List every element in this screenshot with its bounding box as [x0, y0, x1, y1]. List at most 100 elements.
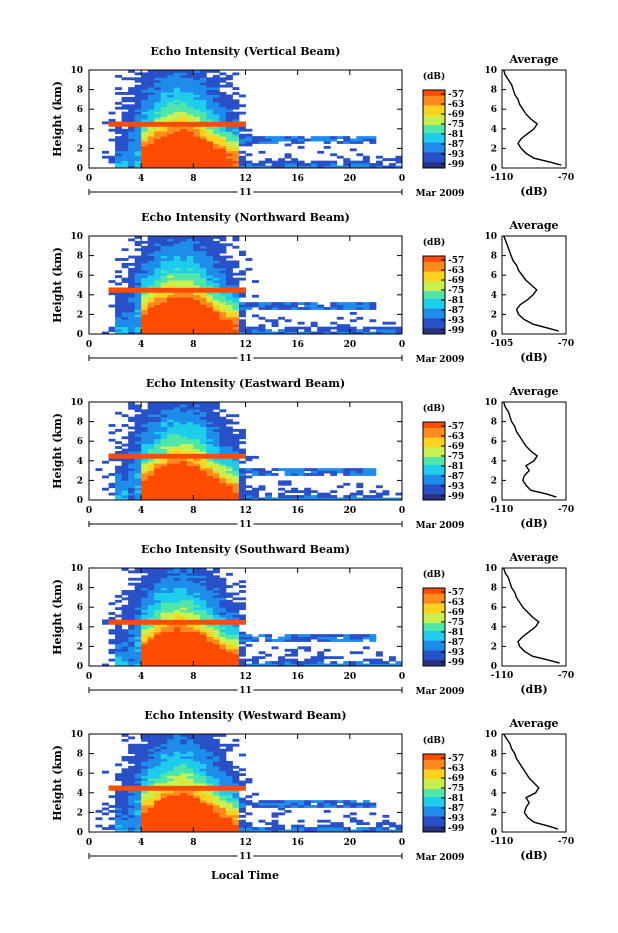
colorbar-tick-label: -93: [448, 150, 464, 160]
colorbar-band: [423, 154, 445, 157]
date-label: Mar 2009: [416, 853, 465, 863]
colorbar-band: [423, 630, 445, 634]
colorbar-band: [423, 617, 445, 620]
colorbar-tick-label: -87: [448, 804, 464, 814]
colorbar-tick-label: -63: [448, 598, 464, 608]
date-label-bg: [237, 354, 254, 362]
profile-y-tick-label: 2: [491, 642, 497, 652]
x-tick-label: 4: [138, 506, 144, 516]
y-tick-label: 6: [77, 271, 83, 281]
colorbar-band: [423, 812, 445, 815]
colorbar-band: [423, 439, 445, 442]
colorbar-band: [423, 263, 445, 267]
x-tick-label: 0: [86, 340, 92, 350]
colorbar-band: [423, 496, 445, 499]
colorbar-band: [423, 302, 445, 306]
colorbar-band: [423, 423, 445, 427]
colorbar-band: [423, 468, 445, 472]
colorbar-band: [423, 773, 445, 776]
colorbar-band: [423, 783, 445, 786]
colorbar-tick-label: -63: [448, 266, 464, 276]
colorbar-band: [423, 93, 445, 97]
profile-y-tick-label: 10: [484, 398, 497, 408]
date-label-bg: [237, 686, 254, 694]
profile-title: Average: [508, 717, 558, 730]
colorbar-band: [423, 824, 445, 827]
colorbar-band: [423, 462, 445, 466]
profile-y-tick-label: 2: [491, 808, 497, 818]
x-tick-label: 12: [239, 672, 252, 682]
colorbar-tick-label: -93: [448, 648, 464, 658]
colorbar-band: [423, 265, 445, 269]
colorbar-label: (dB): [423, 569, 445, 580]
colorbar-band: [423, 431, 445, 435]
colorbar-band: [423, 634, 445, 638]
colorbar-tick-label: -57: [448, 90, 464, 100]
colorbar-band: [423, 820, 445, 823]
y-tick-label: 2: [77, 310, 83, 320]
colorbar-band: [423, 603, 445, 607]
colorbar-band: [423, 427, 445, 431]
colorbar-band: [423, 800, 445, 804]
colorbar-band: [423, 818, 445, 821]
colorbar-band: [423, 285, 445, 288]
colorbar-band: [423, 152, 445, 155]
profile-x-label: (dB): [520, 185, 547, 198]
colorbar-band: [423, 142, 445, 146]
colorbar-label: (dB): [423, 71, 445, 82]
colorbar-band: [423, 443, 445, 446]
colorbar-band: [423, 650, 445, 653]
day-label: 11: [239, 520, 252, 530]
colorbar-band: [423, 326, 445, 329]
colorbar-tick-label: -99: [448, 326, 464, 336]
colorbar-tick-label: -75: [448, 452, 464, 462]
x-tick-label: 4: [138, 838, 144, 848]
colorbar-tick-label: -99: [448, 824, 464, 834]
colorbar-band: [423, 296, 445, 300]
colorbar-band: [423, 140, 445, 144]
colorbar-band: [423, 320, 445, 323]
panel-title: Echo Intensity (Vertical Beam): [150, 45, 340, 58]
x-tick-label: 20: [344, 506, 357, 516]
colorbar-band: [423, 271, 445, 275]
colorbar-band: [423, 90, 445, 93]
colorbar-band: [423, 256, 445, 259]
date-label: Mar 2009: [416, 687, 465, 697]
profile-title: Average: [508, 219, 558, 232]
colorbar-band: [423, 802, 445, 806]
colorbar-tick-label: -99: [448, 658, 464, 668]
colorbar-tick-label: -69: [448, 442, 464, 452]
colorbar-tick-label: -69: [448, 110, 464, 120]
colorbar-band: [423, 656, 445, 659]
profile-y-tick-label: 4: [491, 125, 497, 135]
y-tick-label: 10: [70, 730, 83, 740]
heatmap-cells: [95, 734, 403, 833]
colorbar-band: [423, 754, 445, 757]
colorbar-band: [423, 447, 445, 450]
profile-x-label: (dB): [520, 517, 547, 530]
day-label: 11: [239, 686, 252, 696]
colorbar-band: [423, 609, 445, 612]
colorbar-band: [423, 324, 445, 327]
colorbar-band: [423, 599, 445, 603]
x-tick-label: 16: [291, 838, 304, 848]
panel-title: Echo Intensity (Westward Beam): [144, 709, 346, 722]
x-tick-label: 0: [86, 672, 92, 682]
x-tick-label: 12: [239, 838, 252, 848]
colorbar-label: (dB): [423, 237, 445, 248]
colorbar-band: [423, 322, 445, 325]
colorbar-band: [423, 498, 445, 501]
colorbar-band: [423, 156, 445, 159]
x-tick-label: 0: [86, 174, 92, 184]
x-tick-label: 12: [239, 506, 252, 516]
colorbar-band: [423, 658, 445, 661]
colorbar-band: [423, 822, 445, 825]
colorbar-band: [423, 105, 445, 109]
colorbar-band: [423, 449, 445, 452]
colorbar-band: [423, 490, 445, 493]
profile-y-tick-label: 6: [491, 437, 497, 447]
colorbar-band: [423, 777, 445, 780]
profile-x-tick-label: -70: [558, 339, 574, 349]
x-tick-label: 8: [190, 672, 196, 682]
colorbar-band: [423, 785, 445, 788]
